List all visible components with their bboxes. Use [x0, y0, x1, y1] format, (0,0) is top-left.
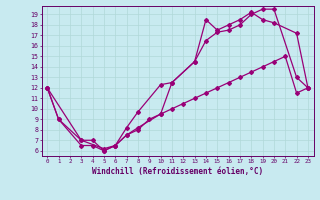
X-axis label: Windchill (Refroidissement éolien,°C): Windchill (Refroidissement éolien,°C)	[92, 167, 263, 176]
